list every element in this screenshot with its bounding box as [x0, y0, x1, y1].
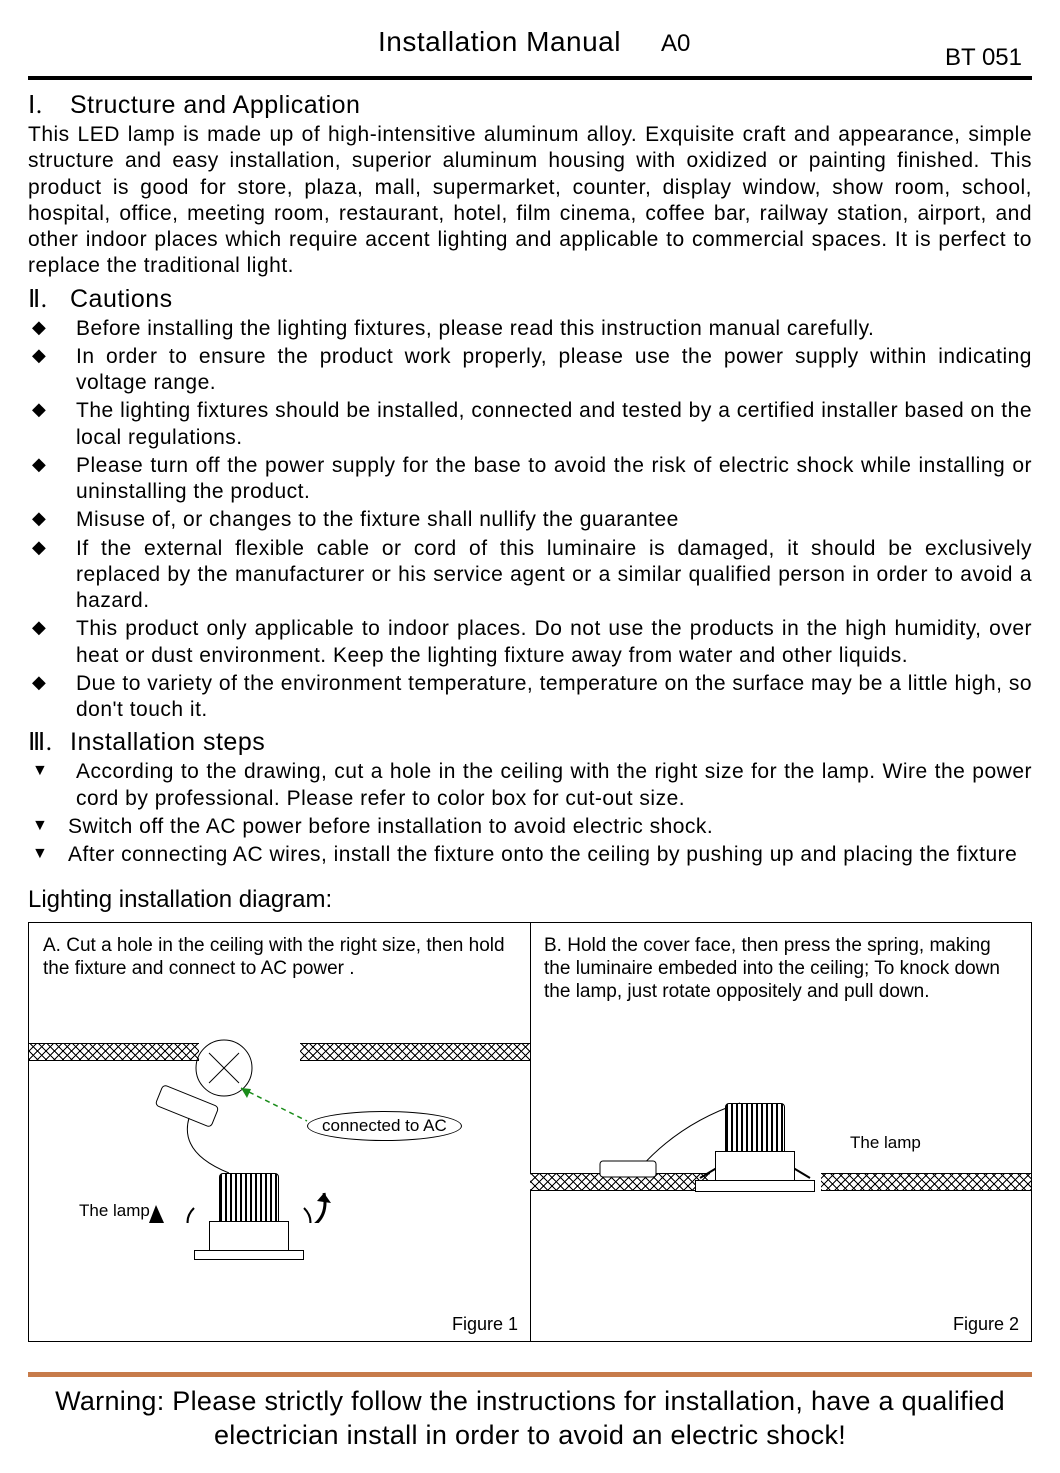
caution-item: If the external flexible cable or cord o…: [28, 536, 1032, 615]
header-rule: [28, 76, 1032, 80]
lamp-flange-icon: [695, 1180, 815, 1192]
figure2-label: Figure 2: [953, 1314, 1019, 1335]
step-item: Switch off the AC power before installat…: [28, 814, 1032, 840]
section1-body: This LED lamp is made up of high-intensi…: [28, 122, 1032, 280]
doc-code: BT 051: [945, 44, 1022, 72]
lamp-flange-icon: [194, 1250, 304, 1260]
section2-title: Ⅱ.Cautions: [28, 284, 1032, 314]
figure1-label: Figure 1: [452, 1314, 518, 1335]
caution-item: This product only applicable to indoor p…: [28, 616, 1032, 669]
caution-item: Due to variety of the environment temper…: [28, 671, 1032, 724]
section1-heading: Structure and Application: [70, 91, 360, 119]
lamp-heatsink-icon: [219, 1173, 279, 1223]
page: Installation Manual A0 BT 051 Ⅰ.Structur…: [0, 0, 1060, 1473]
section1-num: Ⅰ.: [28, 90, 70, 120]
warning-text: Warning: Please strictly follow the inst…: [28, 1377, 1032, 1453]
steps-list: According to the drawing, cut a hole in …: [28, 759, 1032, 868]
section1-title: Ⅰ.Structure and Application: [28, 90, 1032, 120]
caution-item: Misuse of, or changes to the fixture sha…: [28, 507, 1032, 533]
cautions-list: Before installing the lighting fixtures,…: [28, 316, 1032, 724]
section3-title: Ⅲ.Installation steps: [28, 727, 1032, 757]
lamp-label-b: The lamp: [850, 1133, 921, 1153]
step-item: According to the drawing, cut a hole in …: [28, 759, 1032, 812]
ac-bubble: connected to AC: [307, 1111, 462, 1141]
lamp-b: [725, 1103, 815, 1192]
caution-item: The lighting fixtures should be installe…: [28, 398, 1032, 451]
lamp-a: [219, 1173, 304, 1260]
section2-heading: Cautions: [70, 285, 173, 313]
lamp-label-a: The lamp: [79, 1201, 150, 1221]
caution-item: Before installing the lighting fixtures,…: [28, 316, 1032, 342]
lamp-trim-icon: [715, 1151, 795, 1181]
section2-num: Ⅱ.: [28, 284, 70, 314]
caution-item: In order to ensure the product work prop…: [28, 344, 1032, 397]
lamp-heatsink-icon: [725, 1103, 785, 1153]
diagram-panel-b: B. Hold the cover face, then press the s…: [530, 923, 1031, 1341]
diagram-panel-a: A. Cut a hole in the ceiling with the ri…: [29, 923, 530, 1341]
step-item: After connecting AC wires, install the f…: [28, 842, 1032, 868]
diagram-box: A. Cut a hole in the ceiling with the ri…: [28, 922, 1032, 1342]
section3-num: Ⅲ.: [28, 727, 70, 757]
lamp-trim-icon: [209, 1221, 289, 1251]
doc-title: Installation Manual: [378, 26, 621, 58]
caution-item: Please turn off the power supply for the…: [28, 453, 1032, 506]
section3-heading: Installation steps: [70, 728, 265, 756]
doc-revision: A0: [661, 30, 690, 58]
diagram-title: Lighting installation diagram:: [28, 886, 1032, 914]
header-row: Installation Manual A0 BT 051: [28, 20, 1032, 64]
